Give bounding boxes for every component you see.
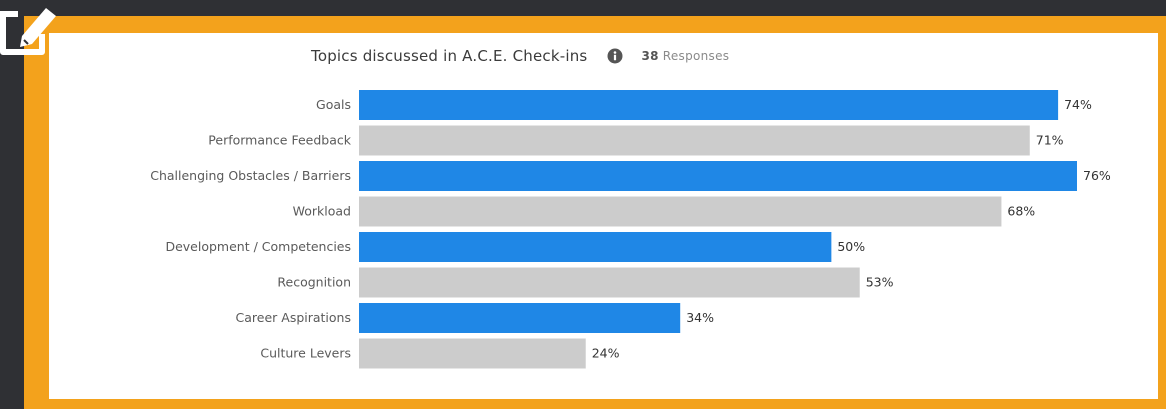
value-label: 50% <box>837 239 865 254</box>
bar[interactable] <box>359 232 832 262</box>
category-label: Goals <box>316 97 351 112</box>
category-label: Development / Competencies <box>165 239 351 254</box>
chart-title: Topics discussed in A.C.E. Check-ins <box>311 47 588 65</box>
responses-label: Responses <box>662 49 730 63</box>
category-label: Performance Feedback <box>208 133 351 148</box>
bar[interactable] <box>359 161 1077 191</box>
info-icon[interactable] <box>607 48 623 64</box>
value-label: 68% <box>1007 204 1035 219</box>
bar[interactable] <box>359 338 586 369</box>
value-label: 74% <box>1064 97 1092 112</box>
responses-count: 38 Responses <box>641 49 729 63</box>
bar[interactable] <box>359 303 681 333</box>
bar[interactable] <box>359 90 1059 120</box>
value-label: 71% <box>1036 133 1064 148</box>
category-label: Recognition <box>277 275 351 290</box>
category-label: Challenging Obstacles / Barriers <box>150 168 351 183</box>
category-label: Culture Levers <box>260 346 351 361</box>
chart-header: Topics discussed in A.C.E. Check-ins 38 R… <box>311 44 729 68</box>
value-label: 24% <box>592 346 620 361</box>
bar[interactable] <box>359 196 1002 227</box>
category-label: Workload <box>293 204 351 219</box>
category-label: Career Aspirations <box>236 310 351 325</box>
responses-number: 38 <box>641 49 659 63</box>
edit-icon[interactable] <box>0 0 62 60</box>
value-label: 76% <box>1083 168 1111 183</box>
value-label: 53% <box>866 275 894 290</box>
bar[interactable] <box>359 125 1030 156</box>
bar[interactable] <box>359 267 860 298</box>
value-label: 34% <box>686 310 714 325</box>
